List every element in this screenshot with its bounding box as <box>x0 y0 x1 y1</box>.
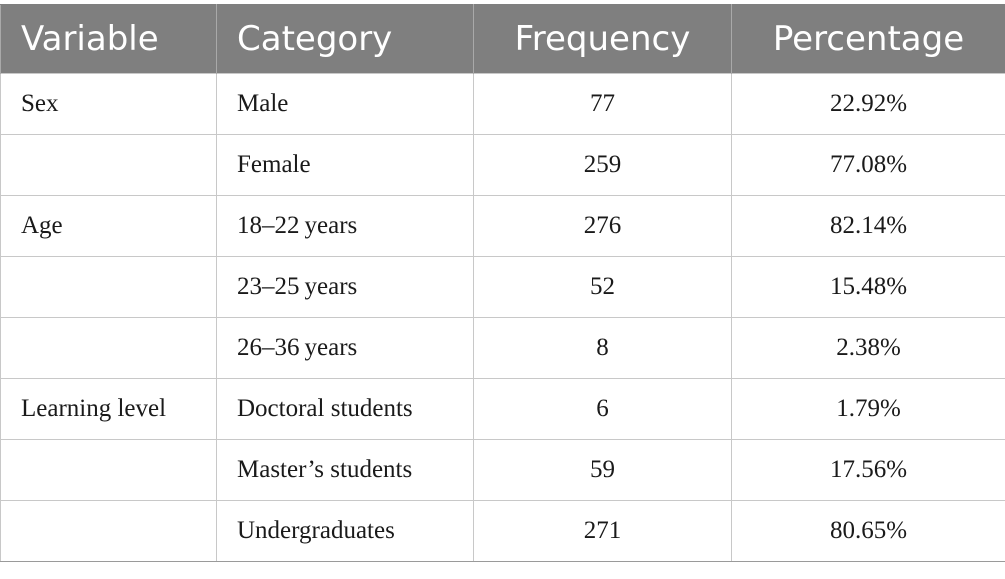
cell-frequency: 259 <box>473 134 732 196</box>
cell-frequency: 8 <box>473 317 732 379</box>
cell-percentage: 22.92% <box>731 73 1005 135</box>
header-category: Category <box>216 4 474 74</box>
table-row: Age 18–22 years 276 82.14% <box>0 195 1005 257</box>
cell-category: 18–22 years <box>216 195 474 257</box>
header-frequency: Frequency <box>473 4 732 74</box>
table-row: Undergraduates 271 80.65% <box>0 500 1005 562</box>
table-header: Variable Category Frequency Percentage <box>0 4 1005 74</box>
cell-variable: Age <box>0 195 217 257</box>
cell-percentage: 15.48% <box>731 256 1005 318</box>
cell-frequency: 77 <box>473 73 732 135</box>
cell-category: Master’s students <box>216 439 474 501</box>
cell-frequency: 6 <box>473 378 732 440</box>
cell-percentage: 17.56% <box>731 439 1005 501</box>
cell-percentage: 2.38% <box>731 317 1005 379</box>
cell-variable <box>0 439 217 501</box>
cell-variable: Sex <box>0 73 217 135</box>
cell-variable <box>0 500 217 562</box>
cell-variable <box>0 317 217 379</box>
cell-category: 23–25 years <box>216 256 474 318</box>
table-row: Female 259 77.08% <box>0 134 1005 196</box>
cell-variable <box>0 134 217 196</box>
cell-frequency: 271 <box>473 500 732 562</box>
cell-variable: Learning level <box>0 378 217 440</box>
demographics-table: Variable Category Frequency Percentage S… <box>0 4 1005 562</box>
header-variable: Variable <box>0 4 217 74</box>
cell-category: Male <box>216 73 474 135</box>
table-row: Learning level Doctoral students 6 1.79% <box>0 378 1005 440</box>
table-row: 23–25 years 52 15.48% <box>0 256 1005 318</box>
cell-frequency: 52 <box>473 256 732 318</box>
cell-frequency: 276 <box>473 195 732 257</box>
cell-percentage: 80.65% <box>731 500 1005 562</box>
table-row: 26–36 years 8 2.38% <box>0 317 1005 379</box>
header-row: Variable Category Frequency Percentage <box>0 4 1005 74</box>
cell-frequency: 59 <box>473 439 732 501</box>
demographics-table-container: Variable Category Frequency Percentage S… <box>0 4 1005 562</box>
table-body: Sex Male 77 22.92% Female 259 77.08% Age… <box>0 73 1005 562</box>
table-row: Sex Male 77 22.92% <box>0 73 1005 135</box>
table-row: Master’s students 59 17.56% <box>0 439 1005 501</box>
cell-percentage: 82.14% <box>731 195 1005 257</box>
cell-category: 26–36 years <box>216 317 474 379</box>
cell-category: Undergraduates <box>216 500 474 562</box>
cell-variable <box>0 256 217 318</box>
cell-category: Doctoral students <box>216 378 474 440</box>
cell-category: Female <box>216 134 474 196</box>
header-percentage: Percentage <box>731 4 1005 74</box>
cell-percentage: 77.08% <box>731 134 1005 196</box>
cell-percentage: 1.79% <box>731 378 1005 440</box>
